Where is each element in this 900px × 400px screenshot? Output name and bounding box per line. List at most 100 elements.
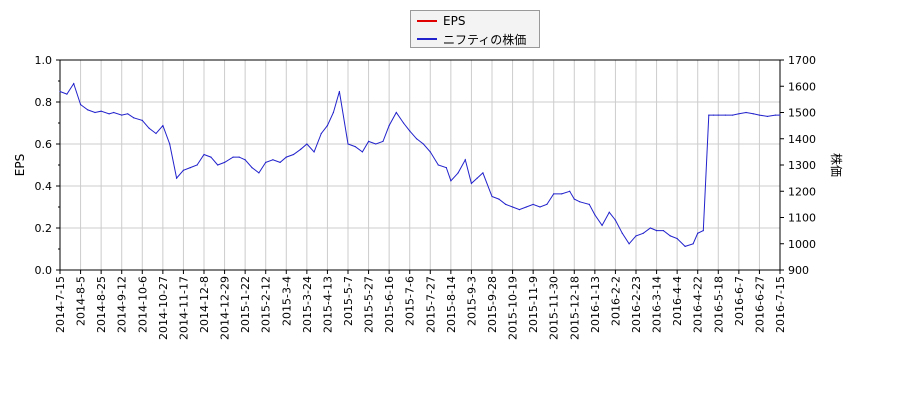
price-point	[539, 206, 541, 208]
x-tick-label: 2016-6-7	[733, 276, 746, 326]
series-layer	[59, 82, 781, 247]
price-point	[745, 111, 747, 114]
legend-label-eps: EPS	[443, 14, 466, 28]
price-point	[684, 245, 686, 247]
x-axis: 2014-7-15 2014-8-5 2014-8-25 2014-9-12 2014-…	[54, 270, 787, 340]
price-point	[182, 169, 185, 171]
price-point	[73, 83, 75, 85]
price-point	[388, 125, 390, 127]
price-point	[300, 148, 302, 150]
price-point	[758, 114, 761, 116]
price-point	[437, 164, 439, 166]
left-tick-label: 0.4	[35, 180, 53, 193]
price-point	[169, 143, 171, 145]
x-tick-label: 2014-10-27	[157, 276, 170, 340]
price-point	[766, 115, 769, 118]
price-point	[445, 167, 447, 169]
price-point	[498, 198, 500, 200]
price-point	[752, 113, 754, 115]
price-point	[594, 214, 596, 216]
x-tick-label: 2015-1-22	[239, 276, 252, 333]
price-point	[717, 114, 719, 116]
right-tick-label: 900	[788, 264, 809, 277]
right-tick-label: 1000	[788, 238, 816, 251]
price-point	[196, 164, 198, 166]
x-tick-label: 2015-9-3	[465, 276, 478, 326]
price-point	[655, 230, 658, 232]
right-tick-label: 1600	[788, 80, 816, 93]
price-point	[402, 122, 405, 124]
right-tick-label: 1200	[788, 185, 816, 198]
price-point	[518, 209, 521, 211]
right-axis-label: 株価	[829, 153, 844, 177]
price-point	[306, 143, 308, 145]
x-tick-label: 2015-6-16	[383, 276, 396, 333]
x-tick-label: 2015-12-18	[568, 276, 581, 340]
price-point	[265, 161, 267, 163]
grid-lines	[59, 59, 781, 271]
legend: EPS ニフティの株価	[410, 10, 540, 48]
price-point	[774, 114, 777, 116]
right-tick-label: 1500	[788, 107, 816, 120]
price-point	[457, 172, 459, 174]
right-tick-label: 1300	[788, 159, 816, 172]
price-point	[367, 140, 370, 142]
price-point	[155, 132, 157, 135]
series-line-price	[59, 82, 780, 247]
x-tick-label: 2015-2-12	[260, 276, 273, 333]
price-point	[203, 153, 205, 156]
price-point	[779, 114, 781, 116]
price-point	[332, 111, 335, 114]
price-point	[395, 111, 397, 114]
price-point	[251, 167, 253, 169]
price-point	[573, 198, 575, 200]
x-tick-label: 2014-11-17	[177, 276, 190, 340]
price-point	[532, 203, 534, 205]
price-point	[422, 143, 425, 145]
left-tick-label: 1.0	[35, 54, 53, 67]
price-point	[382, 140, 384, 142]
price-point	[697, 232, 699, 234]
x-tick-label: 2015-5-27	[363, 276, 376, 333]
price-point	[141, 119, 143, 121]
price-point	[669, 235, 671, 237]
price-point	[712, 114, 715, 116]
price-point	[354, 146, 356, 148]
x-tick-label: 2016-2-2	[609, 276, 622, 326]
x-tick-label: 2015-11-30	[548, 276, 561, 340]
price-point	[505, 203, 507, 205]
right-tick-label: 1400	[788, 133, 816, 146]
price-point	[113, 111, 115, 114]
price-point	[692, 243, 694, 245]
price-point	[553, 193, 555, 195]
price-point	[347, 143, 349, 145]
price-point	[579, 201, 581, 203]
price-point	[738, 113, 740, 115]
price-point	[326, 125, 329, 127]
legend-label-price: ニフティの株価	[443, 32, 527, 47]
price-point	[429, 151, 431, 153]
price-point	[361, 151, 363, 153]
price-point	[162, 125, 164, 127]
price-point	[635, 235, 637, 237]
price-point	[375, 143, 377, 145]
x-tick-label: 2016-3-14	[651, 276, 664, 333]
price-point	[482, 172, 484, 174]
price-point	[292, 153, 295, 156]
x-tick-label: 2016-4-4	[671, 276, 684, 326]
right-tick-label: 1700	[788, 54, 816, 67]
x-tick-label: 2014-7-15	[54, 276, 67, 333]
x-tick-label: 2016-5-18	[712, 276, 725, 333]
price-point	[561, 193, 563, 195]
price-point	[210, 156, 212, 158]
right-axis: 900 1000 1100 1200 1300 1400 1500 1600 1700	[780, 54, 816, 277]
price-point	[476, 177, 478, 179]
price-point	[87, 109, 89, 111]
price-point	[127, 113, 129, 115]
plot-area-frame	[59, 59, 781, 271]
x-tick-label: 2016-4-22	[692, 276, 705, 333]
price-point	[702, 230, 704, 232]
price-point	[285, 156, 287, 158]
x-tick-label: 2014-12-29	[219, 276, 232, 340]
